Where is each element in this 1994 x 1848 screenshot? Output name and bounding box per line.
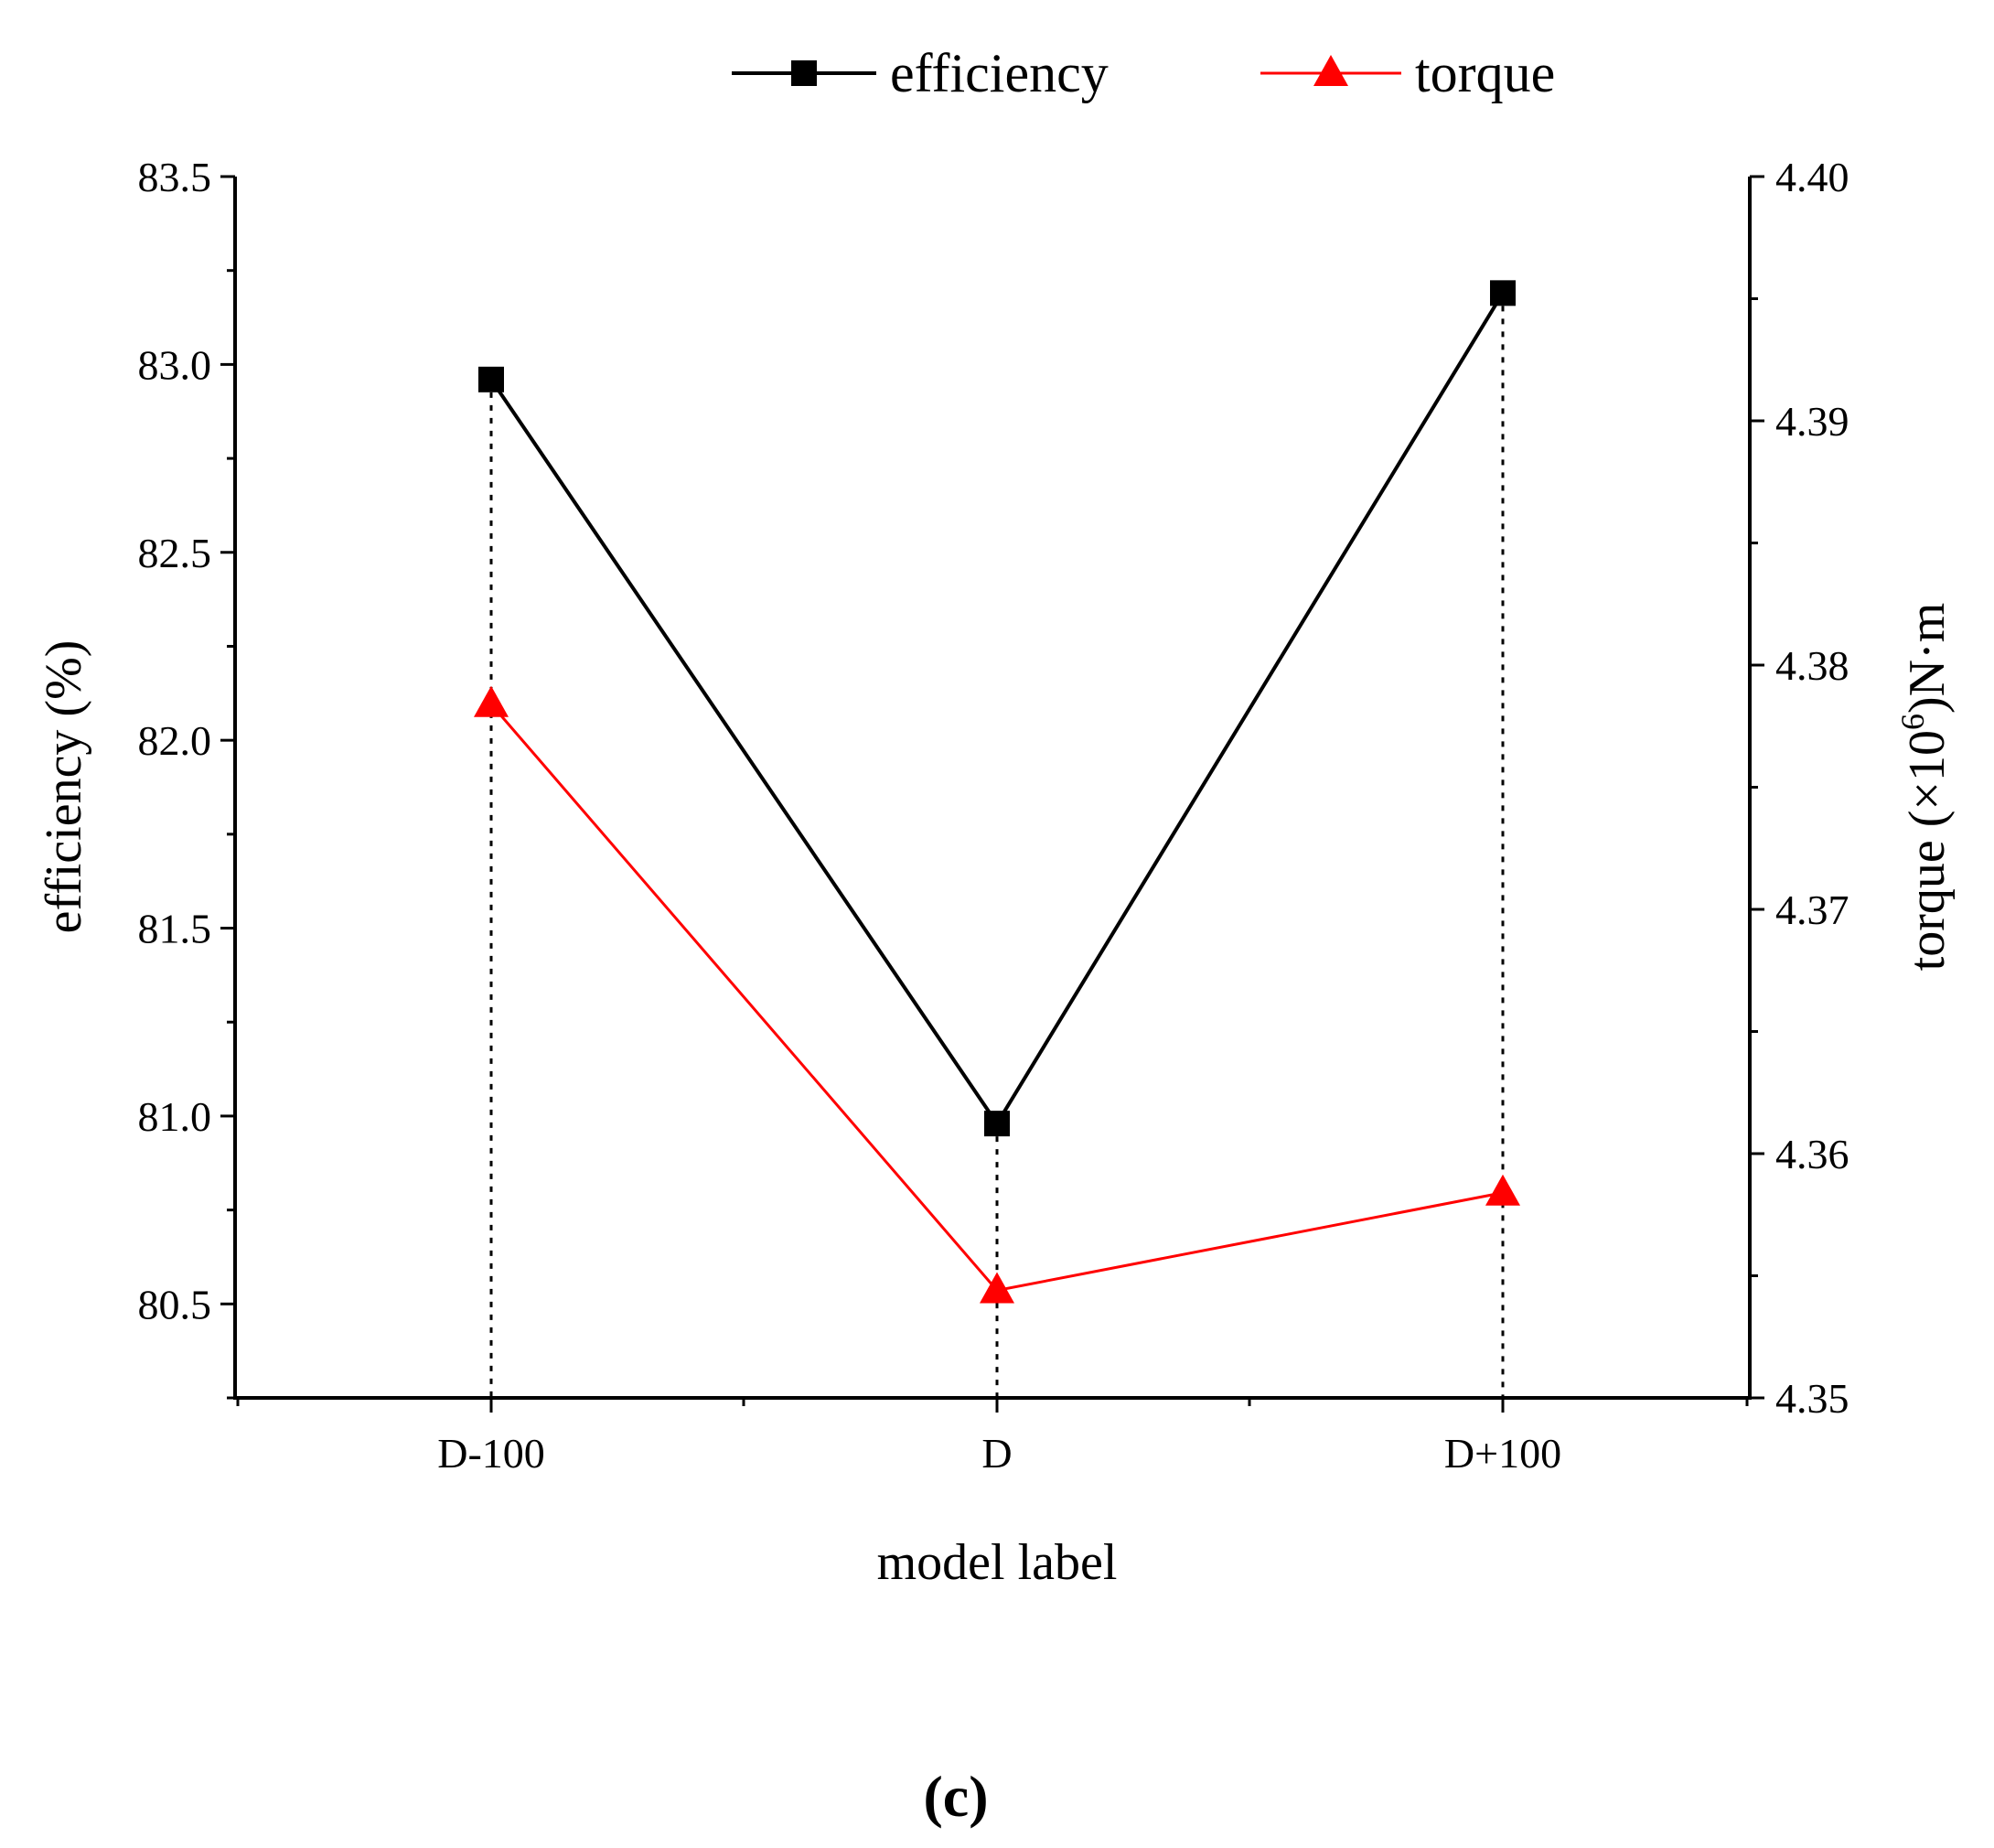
drop-lines: [489, 293, 1505, 1398]
legend-torque-marker: [1313, 55, 1348, 86]
left-tick-label: 83.0: [138, 341, 212, 388]
right-axis-title-unit: )N·m: [1899, 603, 1956, 714]
right-tick-label: 4.35: [1775, 1375, 1849, 1422]
legend: efficiency torque: [732, 43, 1555, 103]
efficiency-marker: [478, 366, 504, 392]
x-tick-label: D+100: [1444, 1430, 1561, 1477]
legend-torque-label: torque: [1415, 43, 1555, 103]
right-tick-label: 4.40: [1775, 154, 1849, 200]
efficiency-marker: [984, 1111, 1010, 1137]
right-tick-label: 4.36: [1775, 1131, 1849, 1177]
right-axis-title-exponent: 6: [1894, 714, 1931, 730]
left-tick-label: 81.0: [138, 1093, 212, 1140]
right-axis-title: torque (×106)N·m: [1894, 603, 1956, 972]
legend-efficiency-label: efficiency: [890, 43, 1109, 103]
right-tick-label: 4.37: [1775, 886, 1849, 933]
right-tick-label: 4.38: [1775, 642, 1849, 689]
torque-marker: [474, 685, 509, 717]
right-tick-label: 4.39: [1775, 398, 1849, 445]
panel-label: (c): [923, 1764, 988, 1829]
efficiency-line: [489, 292, 1505, 1127]
left-tick-label: 80.5: [138, 1281, 212, 1327]
left-tick-label: 82.0: [138, 717, 212, 764]
efficiency-marker: [1490, 280, 1516, 306]
right-axis-title-base: torque (×10: [1899, 730, 1956, 971]
left-tick-label: 83.5: [138, 154, 212, 200]
labels: model label efficiency (%) torque (×106)N·…: [36, 603, 1956, 1591]
x-tick-label: D-100: [437, 1430, 545, 1477]
torque-marker: [980, 1272, 1014, 1304]
torque-marker: [1485, 1174, 1520, 1206]
series-layer: [474, 280, 1520, 1304]
axes: 80.5 81.0 81.5 82.0 82.5 83.0 83.5 4.35 4.36 4.37…: [138, 154, 1849, 1477]
left-tick-label: 81.5: [138, 906, 212, 952]
legend-efficiency-marker: [791, 60, 817, 86]
left-tick-label: 82.5: [138, 530, 212, 576]
x-tick-label: D: [981, 1430, 1012, 1477]
x-axis-title: model label: [877, 1534, 1118, 1591]
left-axis-title: efficiency (%): [36, 640, 92, 934]
